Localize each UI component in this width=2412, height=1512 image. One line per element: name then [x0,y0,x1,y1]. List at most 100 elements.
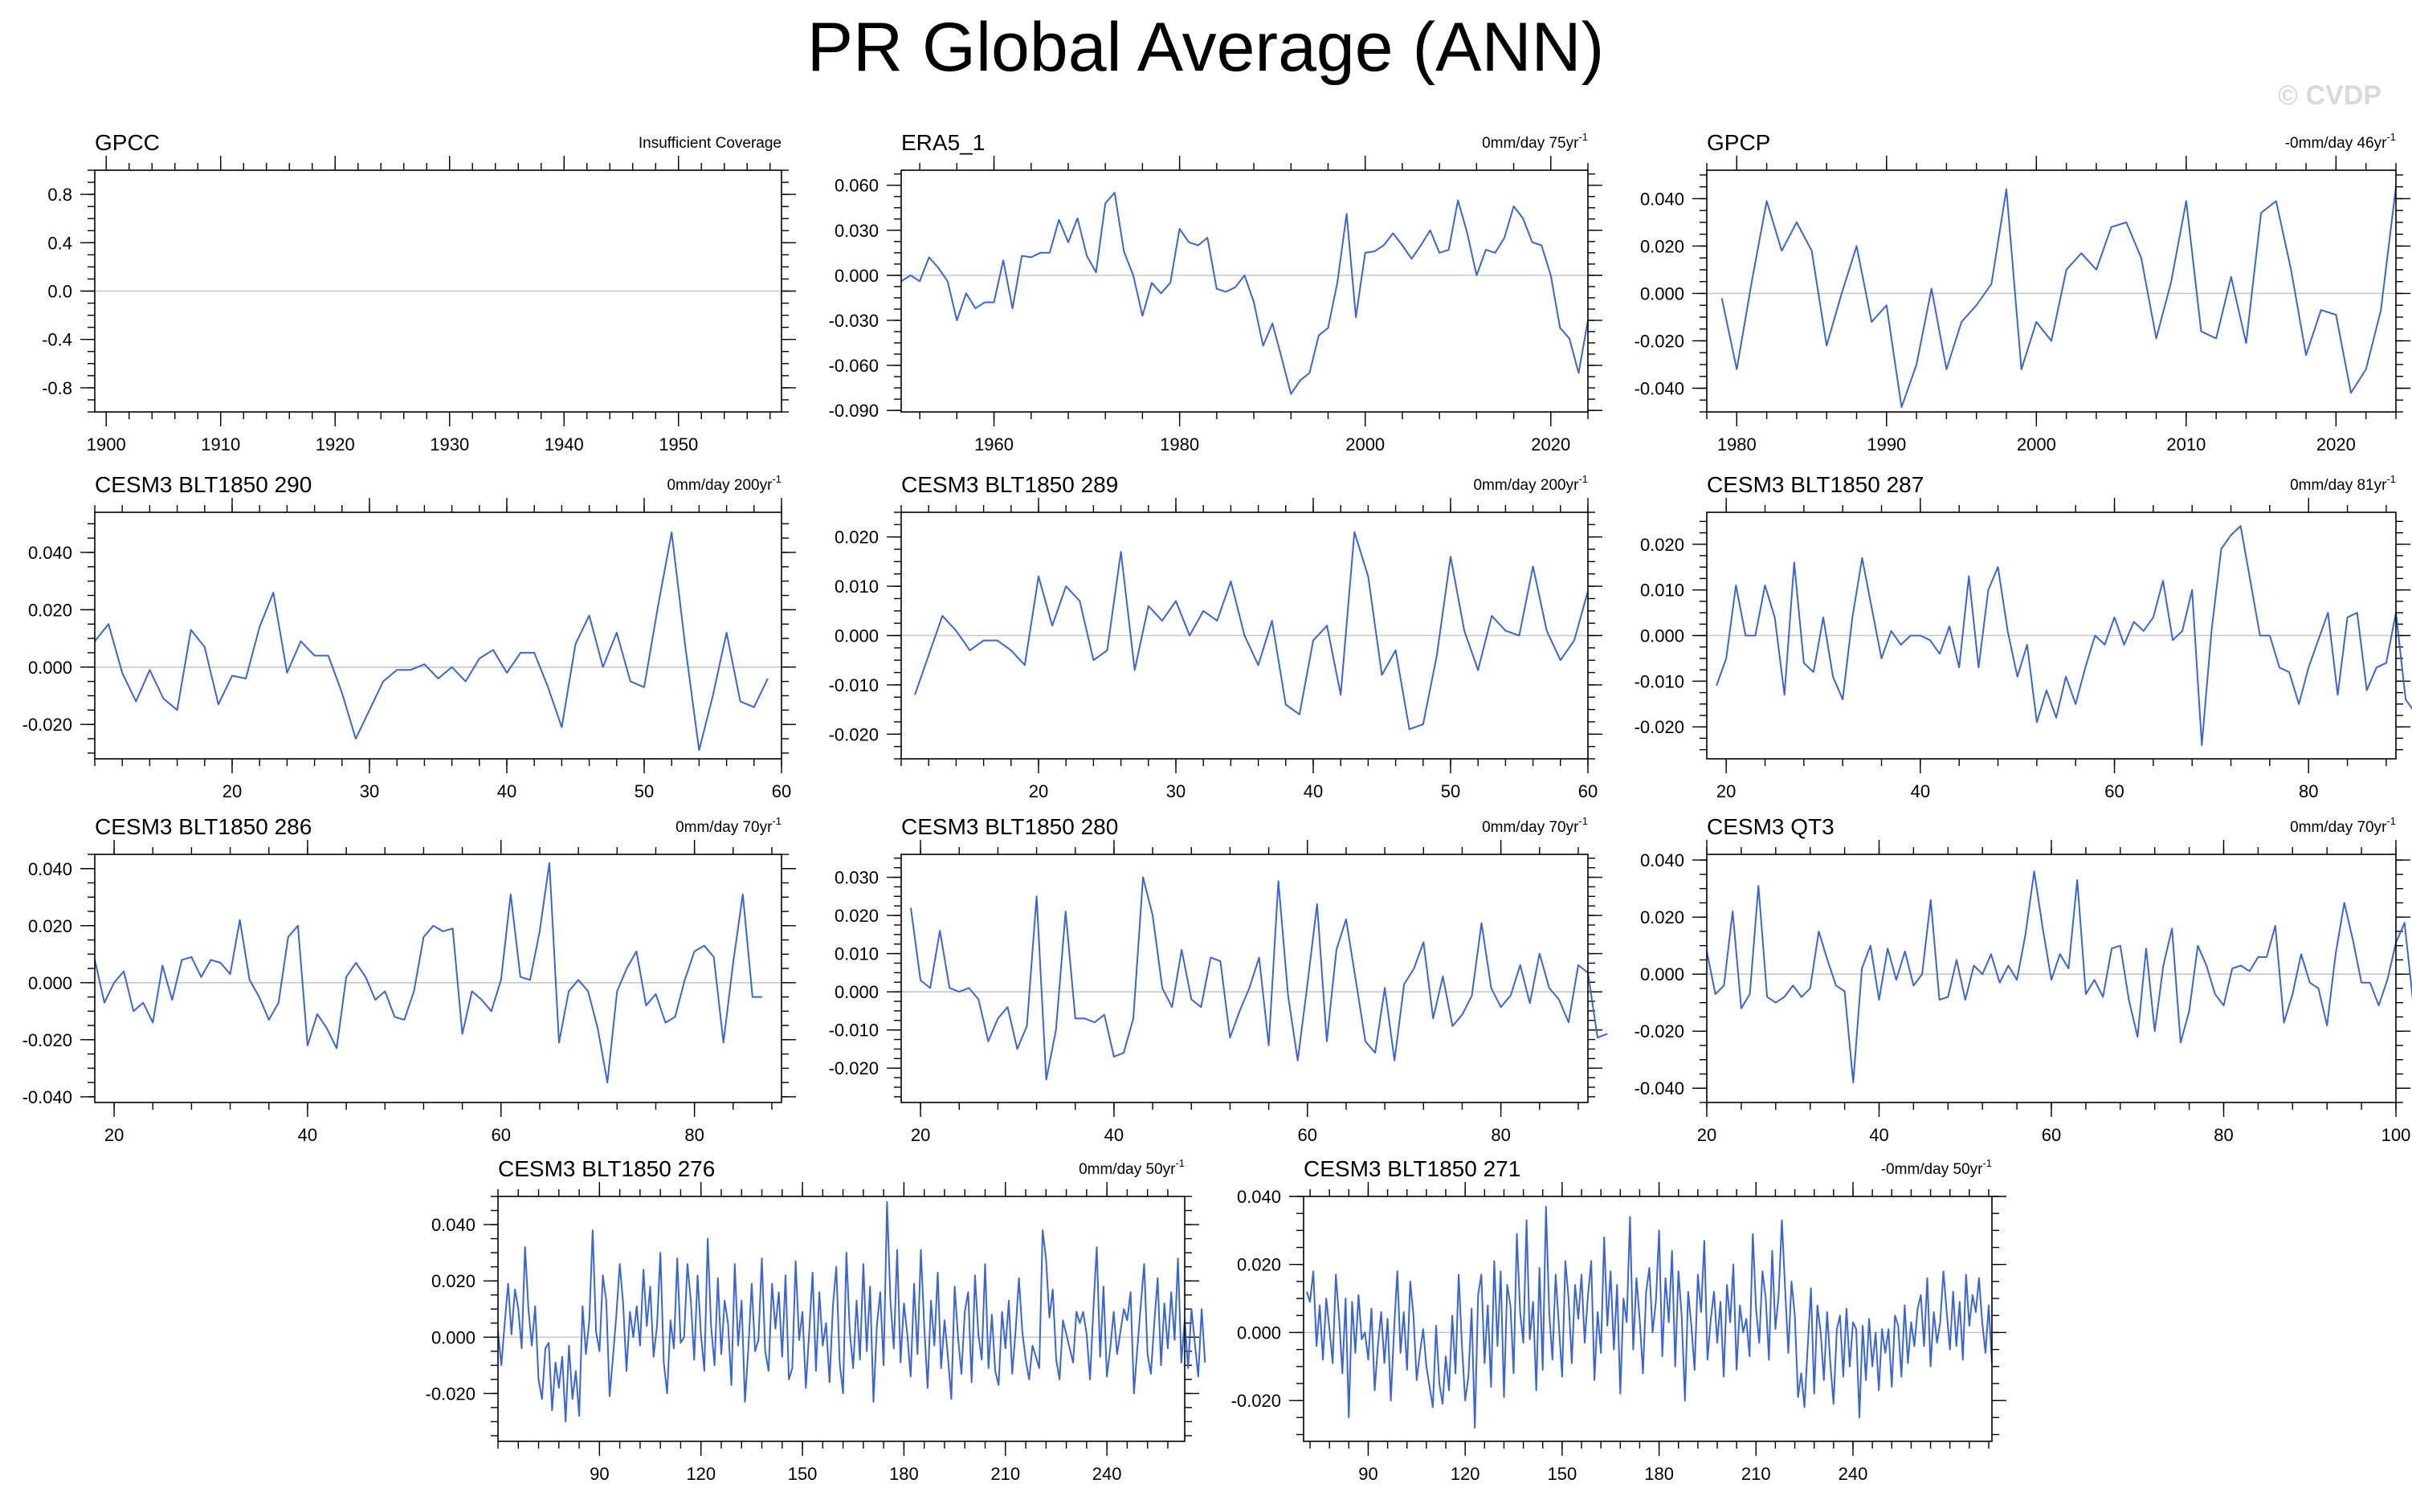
panel-title: ERA5_1 [901,130,985,155]
panel-5: CESM3 BLT1850 289 0mm/day 200yr-1 20 30 40 50… [829,472,1602,801]
y-tick-label: -0.020 [1635,1021,1684,1041]
x-tick-label: 30 [360,781,379,801]
y-tick-label: 0.020 [431,1271,475,1291]
x-tick-label: 150 [788,1464,818,1484]
series-line [1706,870,2412,1084]
x-tick-label: 2020 [1531,434,1570,454]
y-tick-label: 0.010 [1640,581,1684,601]
x-tick-label: 240 [1839,1464,1868,1484]
x-tick-label: 60 [772,781,791,801]
y-tick-label: 0.040 [1640,189,1684,209]
y-tick-label: -0.020 [1635,717,1684,737]
y-tick-label: -0.020 [829,724,879,744]
y-tick-label: 0.000 [1237,1322,1281,1343]
y-tick-label: 0.000 [835,982,879,1002]
trend-label: -0mm/day 46yr-1 [2285,131,2396,152]
x-tick-label: 50 [635,781,654,801]
y-tick-label: 0.040 [431,1215,475,1235]
panel-grid: GPCC Insufficient Coverage 1900 1910 1920 193… [22,130,2412,1484]
x-tick-label: 120 [686,1464,716,1484]
y-tick-label: 0.030 [835,221,879,241]
series-line [94,862,762,1084]
plot-frame [94,854,782,1103]
y-tick-label: -0.010 [1635,671,1684,691]
panel-title: CESM3 BLT1850 289 [901,472,1118,497]
x-tick-label: 20 [222,781,242,801]
panel-3: GPCP -0mm/day 46yr-1 1980 1990 2000 2010 2020 0… [1635,130,2410,454]
plot-frame [900,169,1589,413]
panel-title: CESM3 BLT1850 271 [1304,1156,1520,1181]
x-tick-label: 1930 [430,434,469,454]
x-tick-label: 60 [1298,1125,1317,1145]
panel-title: CESM3 BLT1850 280 [901,814,1118,839]
y-tick-label: 0.030 [835,868,879,888]
trend-label: 0mm/day 50yr-1 [1079,1157,1185,1178]
x-tick-label: 40 [1304,781,1323,801]
panel-title: CESM3 BLT1850 276 [498,1156,715,1181]
panel-4: CESM3 BLT1850 290 0mm/day 200yr-1 20 30 40 50… [22,472,796,801]
trend-label: 0mm/day 200yr-1 [1473,473,1588,494]
x-tick-label: 2020 [2316,434,2356,454]
x-tick-label: 60 [2042,1125,2061,1145]
y-tick-label: -0.010 [829,1021,879,1041]
x-tick-label: 80 [1491,1125,1510,1145]
series-line [1716,525,2412,746]
trend-label: 0mm/day 70yr-1 [2290,815,2396,836]
x-tick-label: 1950 [659,434,698,454]
x-tick-label: 2000 [1345,434,1385,454]
figure-title: PR Global Average (ANN) [807,9,1605,86]
x-tick-label: 60 [492,1125,511,1145]
x-tick-label: 80 [2214,1125,2233,1145]
y-tick-label: -0.020 [1231,1391,1281,1411]
y-tick-label: 0.040 [1640,850,1684,870]
x-tick-label: 80 [2299,781,2318,801]
y-tick-label: 0.000 [28,973,72,993]
y-tick-label: -0.020 [22,715,72,735]
y-tick-label: 0.020 [1237,1255,1281,1275]
copyright-watermark: © CVDP [2278,80,2381,111]
y-tick-label: 0.020 [835,906,879,926]
y-tick-label: 0.020 [1640,535,1684,555]
trend-label: 0mm/day 200yr-1 [667,473,782,494]
x-tick-label: 1940 [545,434,584,454]
panel-8: CESM3 BLT1850 280 0mm/day 70yr-1 20 40 60 80 0… [829,814,1608,1145]
x-tick-label: 90 [1358,1464,1377,1484]
x-tick-label: 40 [497,781,516,801]
series-line [900,192,1589,395]
x-tick-label: 210 [990,1464,1020,1484]
y-tick-label: 0.010 [835,577,879,597]
x-tick-label: 40 [1104,1125,1124,1145]
x-tick-label: 120 [1451,1464,1480,1484]
panel-title: CESM3 BLT1850 287 [1707,472,1924,497]
y-tick-label: 0.020 [1640,236,1684,256]
y-tick-label: 0.000 [431,1327,475,1347]
y-tick-label: -0.020 [22,1030,72,1050]
x-tick-label: 20 [104,1125,124,1145]
panel-title: GPCP [1707,130,1770,155]
y-tick-label: 0.040 [1237,1187,1281,1207]
series-line [1720,186,2397,409]
trend-label: Insufficient Coverage [639,135,782,152]
panel-title: CESM3 QT3 [1707,814,1835,839]
y-tick-label: 0.8 [47,185,72,205]
panel-title: GPCC [95,130,160,155]
plot-frame [1706,169,2397,413]
y-tick-label: 0.060 [835,176,879,196]
series-line [914,531,1589,731]
plot-frame [497,1196,1186,1442]
x-tick-label: 40 [1911,781,1930,801]
plot-frame [900,511,1589,760]
y-tick-label: -0.020 [1635,331,1684,351]
y-tick-label: 0.000 [1640,626,1684,646]
y-tick-label: 0.020 [28,600,72,620]
plot-frame [94,169,782,413]
x-tick-label: 240 [1092,1464,1122,1484]
trend-label: 0mm/day 70yr-1 [675,815,782,836]
x-tick-label: 180 [1644,1464,1674,1484]
x-tick-label: 20 [1716,781,1736,801]
x-tick-label: 20 [911,1125,930,1145]
y-tick-label: 0.000 [1640,283,1684,304]
x-tick-label: 100 [2381,1125,2411,1145]
y-tick-label: -0.010 [829,675,879,695]
panel-6: CESM3 BLT1850 287 0mm/day 81yr-1 20 40 60 80 0… [1635,472,2412,801]
